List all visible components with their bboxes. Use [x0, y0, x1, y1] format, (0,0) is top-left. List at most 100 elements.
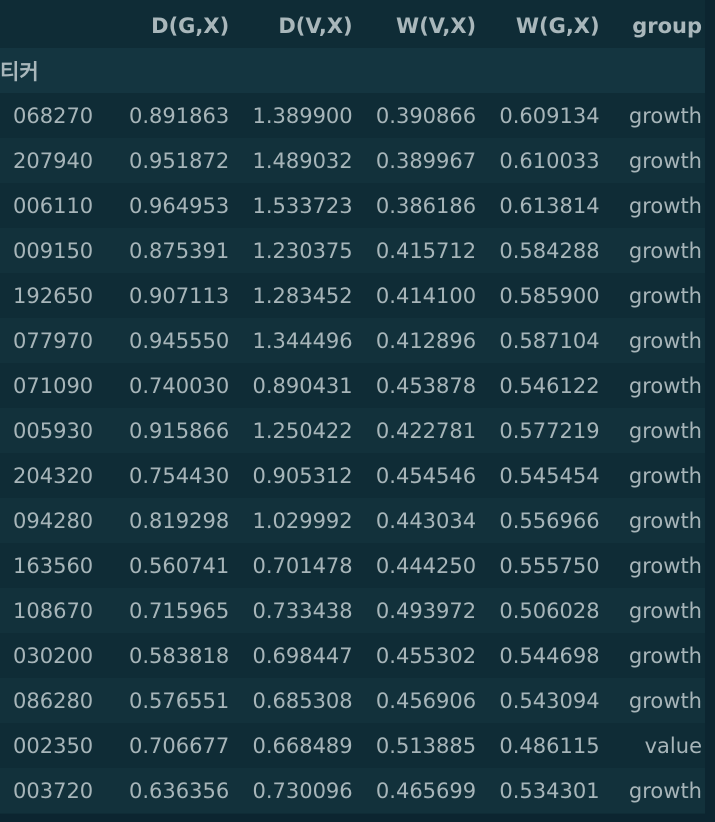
table-row: 009150 0.875391 1.230375 0.415712 0.584288 gr…	[0, 228, 715, 273]
table-row: 005930 0.915866 1.250422 0.422781 0.577219 gr…	[0, 408, 715, 453]
table-row: 163560 0.560741 0.701478 0.444250 0.555750 gr…	[0, 543, 715, 588]
right-edge-strip	[705, 0, 715, 822]
cell-dvx: 1.389900	[229, 93, 353, 138]
table-row: 094280 0.819298 1.029992 0.443034 0.556966 gr…	[0, 498, 715, 543]
table-row: 086280 0.576551 0.685308 0.456906 0.543094 gr…	[0, 678, 715, 723]
cell-ticker: 009150	[0, 228, 117, 273]
cell-group: value	[599, 723, 715, 768]
index-corner-cell	[0, 3, 117, 48]
cell-wvx: 0.455302	[352, 633, 477, 678]
cell-ticker: 003720	[0, 768, 117, 813]
cell-group: growth	[599, 543, 715, 588]
cell-wgx: 0.546122	[476, 363, 600, 408]
cell-dgx: 0.583818	[116, 633, 230, 678]
cell-dgx: 0.754430	[116, 453, 230, 498]
cell-group: growth	[599, 633, 715, 678]
table-row: 006110 0.964953 1.533723 0.386186 0.613814 gr…	[0, 183, 715, 228]
table-row: 207940 0.951872 1.489032 0.389967 0.610033 gr…	[0, 138, 715, 183]
index-name-row: 티커	[0, 48, 715, 93]
cell-wvx: 0.443034	[352, 498, 477, 543]
cell-ticker: 204320	[0, 453, 117, 498]
index-name-row-filler	[352, 48, 477, 93]
cell-dvx: 0.733438	[229, 588, 353, 633]
column-header-dvx: D(V,X)	[229, 3, 353, 48]
cell-dvx: 0.890431	[229, 363, 353, 408]
cell-wvx: 0.386186	[352, 183, 477, 228]
cell-wgx: 0.555750	[476, 543, 600, 588]
cell-dvx: 1.283452	[229, 273, 353, 318]
cell-dgx: 0.819298	[116, 498, 230, 543]
cell-ticker: 207940	[0, 138, 117, 183]
cell-wgx: 0.584288	[476, 228, 600, 273]
cell-wvx: 0.415712	[352, 228, 477, 273]
cell-dvx: 0.698447	[229, 633, 353, 678]
cell-wvx: 0.513885	[352, 723, 477, 768]
cell-wgx: 0.585900	[476, 273, 600, 318]
cell-dvx: 0.701478	[229, 543, 353, 588]
cell-ticker: 030200	[0, 633, 117, 678]
cell-wvx: 0.454546	[352, 453, 477, 498]
table-row: 071090 0.740030 0.890431 0.453878 0.546122 gr…	[0, 363, 715, 408]
cell-wvx: 0.389967	[352, 138, 477, 183]
cell-dgx: 0.951872	[116, 138, 230, 183]
table-row: 068270 0.891863 1.389900 0.390866 0.609134 gr…	[0, 93, 715, 138]
cell-wvx: 0.412896	[352, 318, 477, 363]
cell-wvx: 0.453878	[352, 363, 477, 408]
table-row: 077970 0.945550 1.344496 0.412896 0.587104 gr…	[0, 318, 715, 363]
table-body: 068270 0.891863 1.389900 0.390866 0.609134 gr…	[0, 93, 715, 813]
cell-wgx: 0.610033	[476, 138, 600, 183]
cell-dvx: 1.029992	[229, 498, 353, 543]
cell-group: growth	[599, 408, 715, 453]
cell-wgx: 0.534301	[476, 768, 600, 813]
cell-dgx: 0.915866	[116, 408, 230, 453]
cell-dvx: 0.730096	[229, 768, 353, 813]
column-header-wgx: W(G,X)	[476, 3, 600, 48]
cell-group: growth	[599, 363, 715, 408]
cell-dgx: 0.715965	[116, 588, 230, 633]
cell-dvx: 1.344496	[229, 318, 353, 363]
cell-wvx: 0.493972	[352, 588, 477, 633]
cell-group: growth	[599, 453, 715, 498]
cell-ticker: 086280	[0, 678, 117, 723]
cell-wgx: 0.486115	[476, 723, 600, 768]
cell-wvx: 0.465699	[352, 768, 477, 813]
dataframe-table: D(G,X) D(V,X) W(V,X) W(G,X) group 티커 068…	[0, 3, 715, 813]
cell-dgx: 0.560741	[116, 543, 230, 588]
cell-dgx: 0.907113	[116, 273, 230, 318]
cell-dgx: 0.576551	[116, 678, 230, 723]
cell-wvx: 0.456906	[352, 678, 477, 723]
cell-wgx: 0.609134	[476, 93, 600, 138]
cell-dgx: 0.740030	[116, 363, 230, 408]
cell-ticker: 108670	[0, 588, 117, 633]
cell-dgx: 0.875391	[116, 228, 230, 273]
cell-dgx: 0.964953	[116, 183, 230, 228]
cell-group: growth	[599, 318, 715, 363]
cell-dvx: 1.250422	[229, 408, 353, 453]
cell-dvx: 0.905312	[229, 453, 353, 498]
cell-ticker: 192650	[0, 273, 117, 318]
cell-wvx: 0.422781	[352, 408, 477, 453]
cell-ticker: 005930	[0, 408, 117, 453]
table-row: 003720 0.636356 0.730096 0.465699 0.534301 gr…	[0, 768, 715, 813]
cell-dvx: 0.685308	[229, 678, 353, 723]
bottom-edge-strip	[0, 814, 715, 822]
cell-ticker: 006110	[0, 183, 117, 228]
table-row: 108670 0.715965 0.733438 0.493972 0.506028 gr…	[0, 588, 715, 633]
column-header-row: D(G,X) D(V,X) W(V,X) W(G,X) group	[0, 3, 715, 48]
cell-ticker: 002350	[0, 723, 117, 768]
cell-wvx: 0.390866	[352, 93, 477, 138]
cell-wgx: 0.543094	[476, 678, 600, 723]
cell-dgx: 0.636356	[116, 768, 230, 813]
index-name-row-filler	[116, 48, 230, 93]
cell-group: growth	[599, 588, 715, 633]
cell-group: growth	[599, 228, 715, 273]
index-name-row-filler	[229, 48, 353, 93]
cell-wgx: 0.506028	[476, 588, 600, 633]
index-name-row-filler	[476, 48, 600, 93]
cell-dvx: 0.668489	[229, 723, 353, 768]
cell-dgx: 0.706677	[116, 723, 230, 768]
cell-dvx: 1.533723	[229, 183, 353, 228]
column-header-group: group	[599, 3, 715, 48]
table-row: 030200 0.583818 0.698447 0.455302 0.544698 gr…	[0, 633, 715, 678]
cell-dgx: 0.945550	[116, 318, 230, 363]
